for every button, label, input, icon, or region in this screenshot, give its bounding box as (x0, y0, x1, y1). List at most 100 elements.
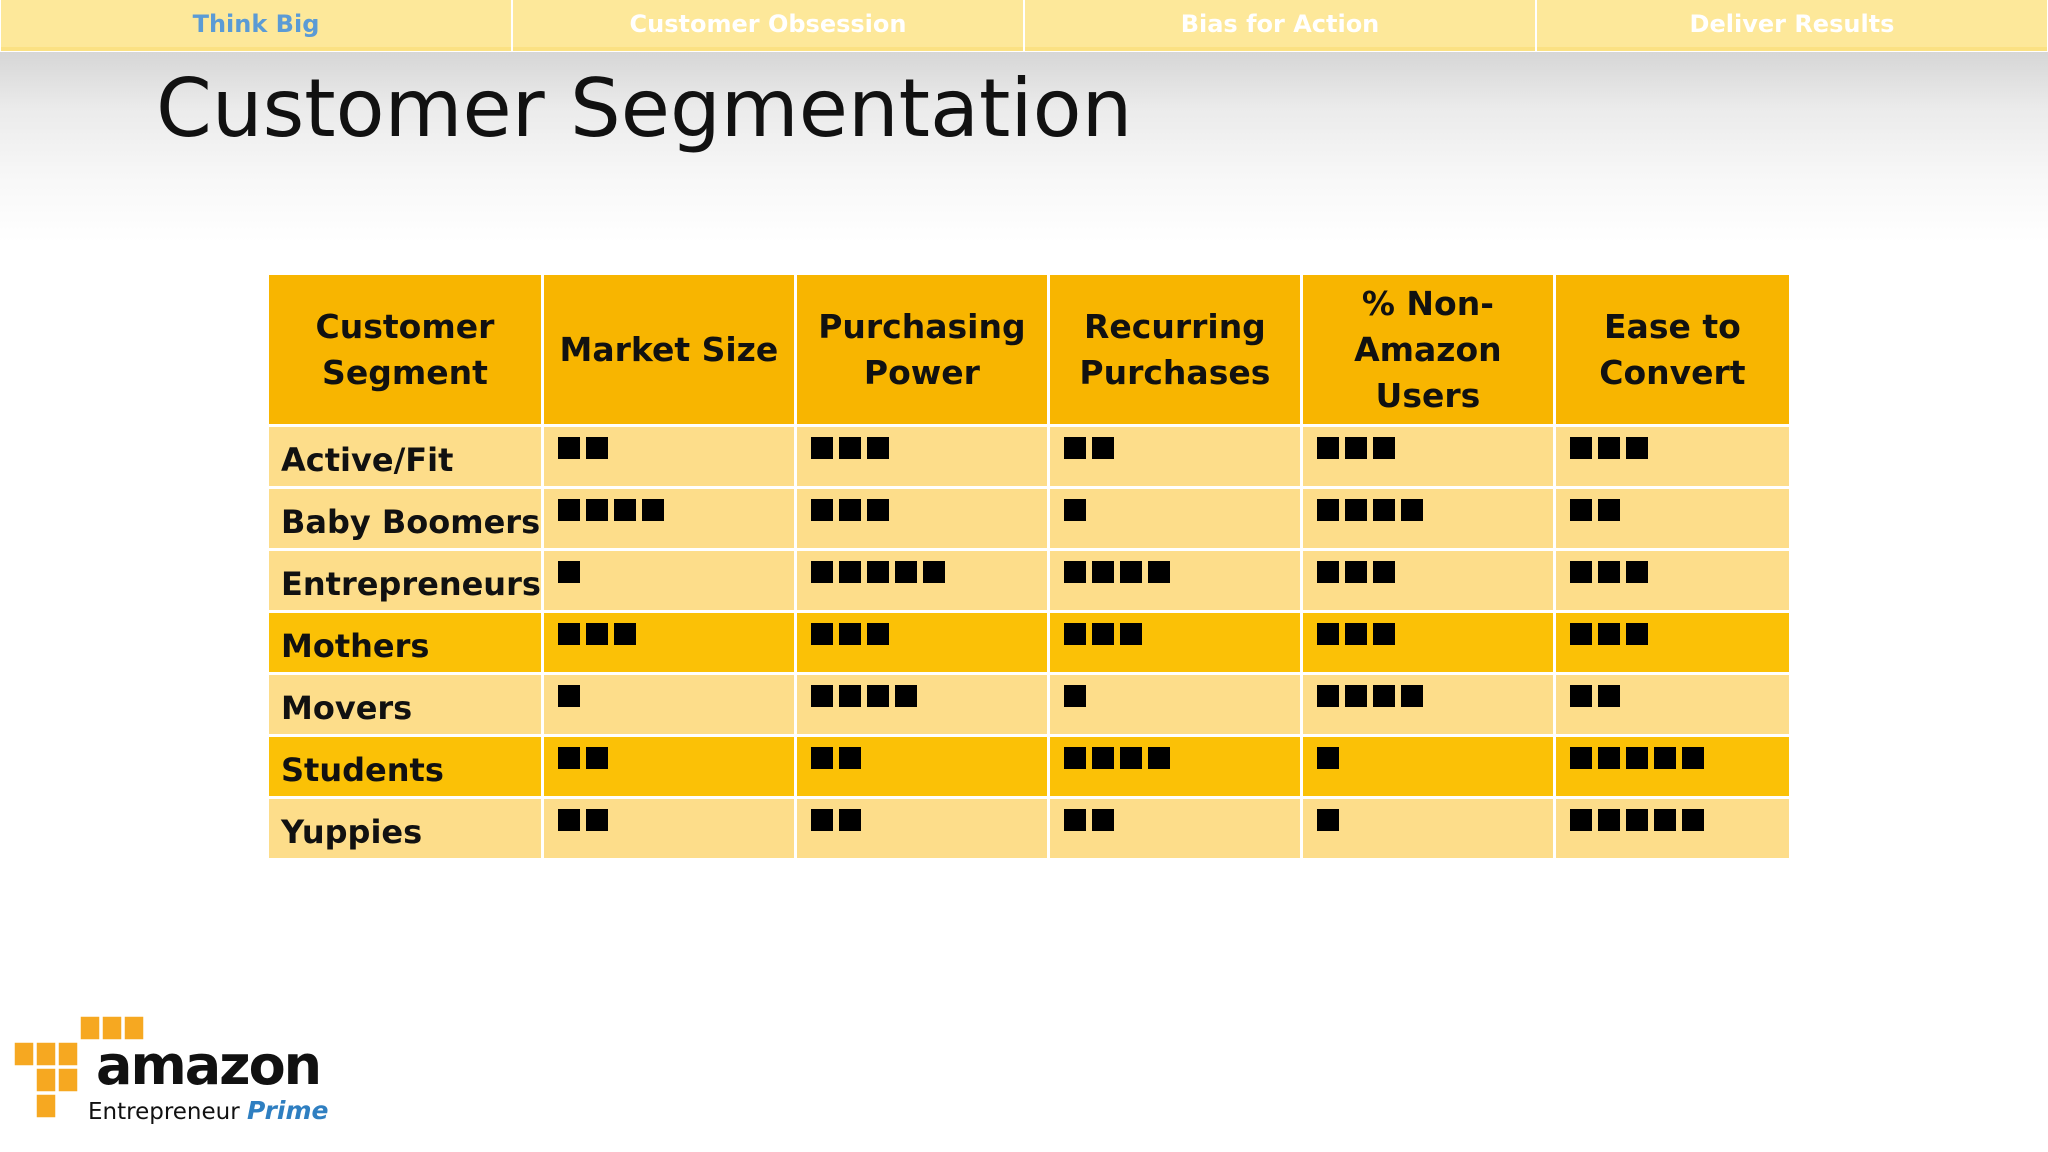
segment-name-cell: Active/Fit (269, 427, 541, 486)
score-cell (1049, 427, 1300, 486)
score-square-icon (1063, 808, 1086, 831)
segment-name-cell: Students (269, 737, 541, 796)
score-square-icon (838, 622, 861, 645)
score-cell (1302, 613, 1553, 672)
score-square-icon (866, 622, 889, 645)
score-squares (557, 808, 794, 831)
score-square-icon (838, 746, 861, 769)
score-cell (1302, 489, 1553, 548)
score-square-icon (557, 746, 580, 769)
score-cell (1555, 613, 1789, 672)
score-squares (1569, 622, 1789, 645)
score-squares (1316, 808, 1553, 831)
score-square-icon (1372, 622, 1395, 645)
score-square-icon (1316, 684, 1339, 707)
score-square-icon (613, 622, 636, 645)
logo-box-shape (14, 1041, 35, 1067)
logo-box-shape (35, 1041, 57, 1067)
score-square-icon (866, 436, 889, 459)
score-square-icon (585, 808, 608, 831)
score-cell (1049, 675, 1300, 734)
score-squares (1316, 436, 1553, 459)
score-cell (796, 675, 1047, 734)
score-squares (1569, 684, 1789, 707)
table-row: Students (269, 737, 1789, 796)
header-ease-to-convert: Ease to Convert (1555, 275, 1789, 424)
score-cell (1302, 799, 1553, 858)
score-cell (796, 551, 1047, 610)
table-row: Yuppies (269, 799, 1789, 858)
score-square-icon (1063, 560, 1086, 583)
score-squares (557, 746, 794, 769)
table-row: Movers (269, 675, 1789, 734)
score-square-icon (1372, 436, 1395, 459)
score-square-icon (1569, 808, 1592, 831)
score-squares (1316, 498, 1553, 521)
score-squares (810, 746, 1047, 769)
score-square-icon (1400, 498, 1423, 521)
score-square-icon (1316, 436, 1339, 459)
score-square-icon (557, 684, 580, 707)
score-square-icon (1091, 746, 1114, 769)
score-square-icon (585, 622, 608, 645)
score-square-icon (1625, 808, 1648, 831)
score-squares (1063, 560, 1300, 583)
logo-subtitle: Entrepreneur Prime (88, 1096, 328, 1125)
score-square-icon (866, 498, 889, 521)
score-square-icon (1316, 498, 1339, 521)
nav-tab-bias-for-action[interactable]: Bias for Action (1025, 0, 1535, 51)
score-square-icon (1569, 746, 1592, 769)
score-cell (1302, 551, 1553, 610)
score-square-icon (557, 560, 580, 583)
logo-box-shape (57, 1041, 79, 1067)
score-squares (1569, 498, 1789, 521)
score-cell (1049, 799, 1300, 858)
header-customer-segment: Customer Segment (269, 275, 541, 424)
score-cell (1555, 737, 1789, 796)
score-squares (810, 498, 1047, 521)
score-square-icon (1063, 746, 1086, 769)
logo-box-shape (123, 1015, 145, 1041)
score-squares (810, 436, 1047, 459)
amazon-boxes-logo-icon (14, 1015, 145, 1119)
score-square-icon (894, 560, 917, 583)
score-cell (543, 489, 794, 548)
score-cell (543, 675, 794, 734)
score-square-icon (810, 684, 833, 707)
score-square-icon (1119, 622, 1142, 645)
header-non-amazon-users: % Non- Amazon Users (1302, 275, 1553, 424)
score-square-icon (1653, 808, 1676, 831)
score-square-icon (894, 684, 917, 707)
score-square-icon (1625, 560, 1648, 583)
logo-box-shape (35, 1093, 57, 1119)
logo-sub-text: Entrepreneur (88, 1099, 240, 1125)
score-square-icon (613, 498, 636, 521)
score-square-icon (1344, 684, 1367, 707)
score-square-icon (557, 436, 580, 459)
score-squares (1063, 436, 1300, 459)
logo-box-shape (57, 1067, 79, 1093)
score-square-icon (810, 560, 833, 583)
score-cell (543, 799, 794, 858)
score-square-icon (1597, 498, 1620, 521)
score-squares (810, 684, 1047, 707)
nav-tab-think-big[interactable]: Think Big (1, 0, 511, 51)
header-recurring-purchases: Recurring Purchases (1049, 275, 1300, 424)
nav-tab-deliver-results[interactable]: Deliver Results (1537, 0, 2047, 51)
score-square-icon (1063, 498, 1086, 521)
score-square-icon (810, 746, 833, 769)
score-squares (557, 436, 794, 459)
score-square-icon (1569, 622, 1592, 645)
score-square-icon (1372, 498, 1395, 521)
score-squares (1316, 560, 1553, 583)
score-square-icon (1063, 436, 1086, 459)
nav-tab-customer-obsession[interactable]: Customer Obsession (513, 0, 1023, 51)
score-square-icon (866, 684, 889, 707)
score-square-icon (810, 436, 833, 459)
score-squares (557, 622, 794, 645)
score-cell (543, 551, 794, 610)
score-square-icon (1091, 808, 1114, 831)
score-square-icon (1091, 436, 1114, 459)
score-cell (543, 613, 794, 672)
score-cell (796, 799, 1047, 858)
